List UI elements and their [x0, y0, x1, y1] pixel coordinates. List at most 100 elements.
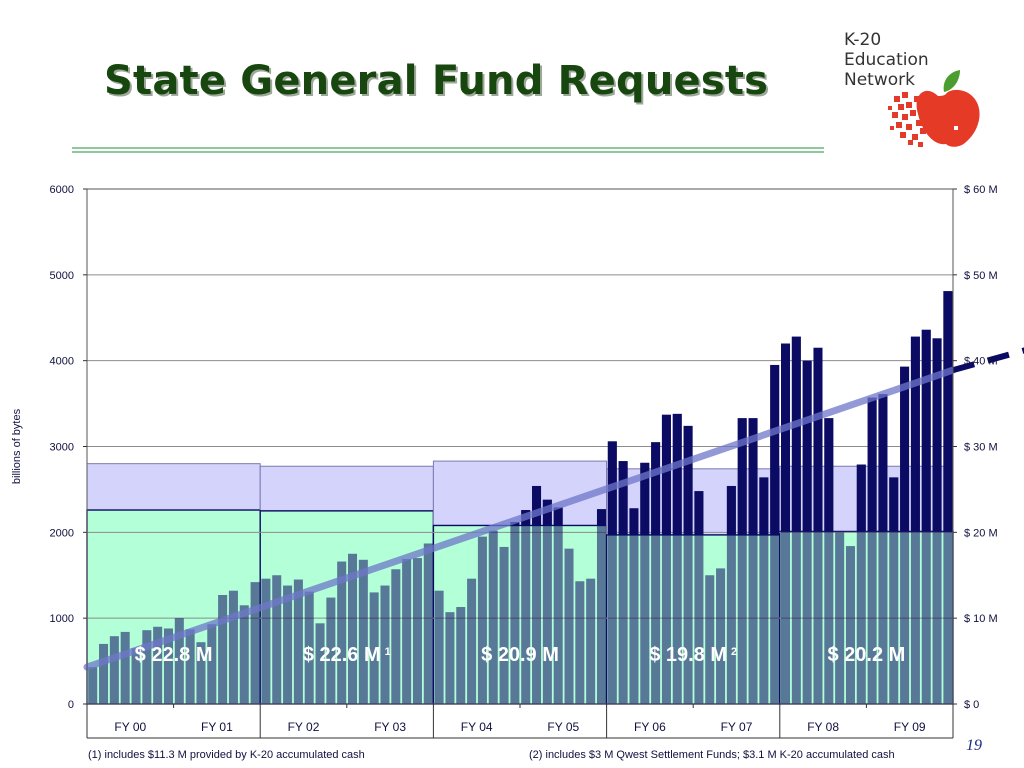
apple-highlight	[954, 126, 958, 130]
traffic-bar	[586, 578, 596, 704]
traffic-bar	[477, 536, 487, 704]
x-tick-label: FY 07	[721, 720, 753, 734]
traffic-bar	[575, 581, 585, 704]
traffic-bar	[802, 360, 812, 704]
traffic-bar	[835, 532, 845, 704]
traffic-bar-peak	[629, 508, 639, 535]
traffic-bar	[326, 597, 336, 704]
traffic-bar	[900, 366, 910, 704]
logo-line-3: Network	[844, 70, 915, 90]
requested-block	[259, 465, 434, 512]
x-tick-label: FY 02	[288, 720, 320, 734]
traffic-bar	[889, 477, 899, 704]
x-tick-label: FY 06	[634, 720, 666, 734]
traffic-bar	[185, 629, 195, 704]
funding-blocks	[86, 460, 954, 705]
traffic-bar-peak	[921, 329, 931, 532]
traffic-bar-peak	[651, 442, 661, 535]
apple-icon	[888, 70, 980, 147]
traffic-bar-peak	[672, 413, 682, 535]
traffic-bar	[737, 418, 747, 704]
traffic-bar	[261, 578, 271, 704]
traffic-bar	[218, 594, 228, 704]
axes: 0 1000 2000 3000 4000 5000 6000 $ 0 $ 10 M $ 20 M…	[11, 184, 998, 739]
traffic-bar-peak	[878, 394, 888, 532]
y-axis-label: billions of bytes	[11, 408, 23, 484]
y-tick-label: 6000	[50, 184, 74, 196]
x-tick-label: FY 03	[374, 720, 406, 734]
traffic-bar	[445, 612, 455, 704]
traffic-bar	[434, 590, 444, 704]
apple-leaf	[943, 70, 960, 92]
funding-labels: $ 22.8 M $ 22.6 M 1 $ 20.9 M $ 19.8 M 2 $ 20.2…	[135, 644, 906, 666]
traffic-bar-peak	[856, 464, 866, 532]
traffic-bar-peak	[889, 477, 899, 532]
traffic-bar	[651, 442, 661, 704]
traffic-bar	[369, 592, 379, 704]
traffic-bar-peak	[596, 509, 606, 526]
traffic-bar	[499, 546, 509, 704]
traffic-bar-peak	[532, 485, 542, 526]
traffic-bar	[163, 628, 173, 704]
y2-tick-label: $ 0	[964, 699, 979, 711]
traffic-bar	[348, 553, 358, 704]
traffic-bar	[207, 624, 217, 704]
traffic-bar	[131, 648, 141, 704]
traffic-bar	[315, 623, 325, 704]
funding-label: $ 20.9 M	[481, 644, 559, 666]
traffic-bar	[867, 397, 877, 704]
traffic-bar	[456, 607, 466, 704]
traffic-bar	[174, 618, 184, 704]
traffic-bar	[304, 591, 314, 704]
traffic-bar	[878, 394, 888, 704]
traffic-bar-peak	[748, 418, 758, 535]
traffic-bar	[532, 485, 542, 704]
page-title: State General Fund Requests	[104, 58, 769, 104]
traffic-bar	[640, 462, 650, 704]
y2-tick-label: $ 40 M	[964, 356, 998, 368]
traffic-bar	[250, 582, 260, 704]
y2-tick-label: $ 60 M	[964, 184, 998, 196]
logo-line-2: Education	[844, 50, 929, 70]
traffic-bar	[283, 585, 293, 704]
traffic-bar	[228, 590, 238, 704]
traffic-bar	[109, 636, 119, 704]
trend-lines	[83, 347, 1024, 671]
traffic-bar	[618, 461, 628, 704]
page-number: 19	[966, 737, 982, 754]
y2-tick-label: $ 10 M	[964, 613, 998, 625]
traffic-bar	[694, 491, 704, 704]
funding-label: $ 20.2 M	[827, 644, 905, 666]
traffic-bar	[553, 507, 563, 704]
traffic-bar	[153, 626, 163, 704]
traffic-bar	[293, 579, 303, 704]
traffic-bar	[391, 569, 401, 704]
y-tick-label: 1000	[50, 613, 74, 625]
y-tick-label: 4000	[50, 356, 74, 368]
footnote-2: (2) includes $3 M Qwest Settlement Funds…	[529, 749, 895, 761]
traffic-bar	[607, 441, 617, 704]
traffic-bar	[759, 477, 769, 704]
traffic-bar	[726, 485, 736, 704]
traffic-bar	[564, 548, 574, 704]
traffic-bar-peak	[813, 347, 823, 532]
logo-text: K-20 Education Network	[844, 30, 929, 90]
traffic-bar	[748, 418, 758, 704]
traffic-bar	[629, 508, 639, 704]
traffic-bar-peak	[553, 507, 563, 526]
traffic-bar-peak	[726, 485, 736, 535]
traffic-bar	[716, 568, 726, 704]
x-tick-label: FY 08	[807, 720, 839, 734]
y2-tick-label: $ 20 M	[964, 527, 998, 539]
k20-logo: K-20 Education Network	[842, 30, 992, 152]
traffic-bar-peak	[791, 336, 801, 532]
y-tick-label: 2000	[50, 527, 74, 539]
traffic-bar	[856, 464, 866, 704]
traffic-bar	[88, 667, 98, 704]
x-tick-label: FY 04	[461, 720, 493, 734]
pixel-dissolve	[888, 92, 926, 147]
traffic-bar	[672, 413, 682, 704]
x-tick-label: FY 05	[547, 720, 579, 734]
